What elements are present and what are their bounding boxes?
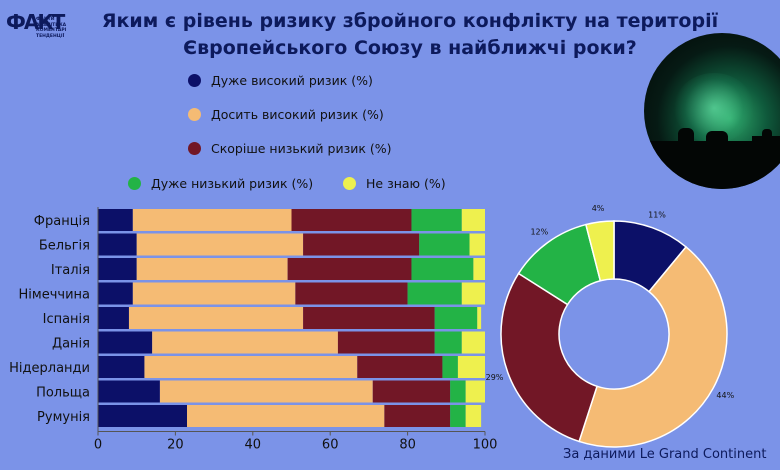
bar-segment [287,258,412,280]
bar-segment [461,209,485,231]
category-label: Франція [34,214,90,229]
bar-segment [407,282,462,305]
chart-title: Яким є рівень ризику збройного конфлікту… [80,8,740,62]
legend-swatch-dont-know [343,177,356,190]
bar-segment [144,356,358,378]
x-tick-label: 40 [245,438,262,453]
donut-label: 29% [486,373,504,382]
bar-segment [457,356,485,378]
category-label: Польща [36,386,90,401]
bar-segment [136,258,288,280]
bar-segment [303,233,420,256]
bar-segment [291,209,412,231]
bar-segment [98,282,133,305]
bar-segment [461,331,485,354]
source-note: За даними Le Grand Continent [563,447,767,462]
donut-label: 4% [592,204,605,213]
legend-swatch-very-low [128,177,141,190]
donut-slice [500,272,598,443]
bar-segment [473,258,485,280]
bar-segment [465,380,485,403]
legend-item-rather-low: Скоріше низький ризик (%) [188,141,392,156]
donut-label: 44% [716,391,734,400]
donut-label: 12% [530,227,548,236]
legend-item-fairly-high: Досить високий ризик (%) [188,107,384,122]
bar-segment [128,307,304,329]
bar-segment [136,233,304,256]
bar-segment [477,307,482,329]
category-label: Іспанія [43,312,90,327]
legend-swatch-fairly-high [188,108,201,121]
bar-segment [98,331,153,354]
legend-label-very-high: Дуже високий ризик (%) [211,73,373,88]
bar-segment [98,307,129,329]
bar-segment [411,209,462,231]
bar-segment [98,380,160,403]
bar-segment [159,380,373,403]
category-label: Румунія [37,410,90,425]
legend-item-very-high: Дуже високий ризик (%) [188,73,373,88]
legend-item-very-low: Дуже низький ризик (%) [128,176,313,191]
bar-segment [98,258,137,280]
bar-segment [303,307,435,329]
bar-segment [442,356,458,378]
bar-segment [372,380,451,403]
legend-item-dont-know: Не знаю (%) [343,176,446,191]
category-label: Німеччина [19,288,90,303]
legend-label-fairly-high: Досить високий ризик (%) [211,107,384,122]
chart-title-line-2: Європейського Союзу в найближчі роки? [183,37,637,59]
legend-label-rather-low: Скоріше низький ризик (%) [211,141,392,156]
category-label: Італія [51,263,90,278]
logo-mark: ФАКТ [6,10,65,34]
x-tick-label: 100 [473,438,498,453]
bar-segment [187,405,385,427]
bar-segment [384,405,451,427]
bar-segment [434,307,478,329]
bar-segment [434,331,462,354]
bar-segment [411,258,474,280]
bar-segment [450,380,466,403]
soldiers-at-night-photo [644,33,780,189]
category-label: Данія [52,337,90,352]
legend-label-dont-know: Не знаю (%) [366,176,446,191]
logo-text: ФАКТИ АНАЛІТИКА КОМЕНТАРІ ТЕНДЕНЦІЇ [36,17,67,39]
category-label: Нідерланди [9,361,90,376]
bar-segment [132,209,292,231]
bar-segment [98,233,137,256]
bar-segment [98,405,188,427]
legend-swatch-very-high [188,74,201,87]
x-tick-label: 0 [94,438,102,453]
bar-segment [98,209,133,231]
chart-title-line-1: Яким є рівень ризику збройного конфлікту… [101,10,719,32]
bar-segment [98,356,145,378]
logo: ФАКТ ФАКТИ АНАЛІТИКА КОМЕНТАРІ ТЕНДЕНЦІЇ [6,10,86,50]
bar-segment [450,405,466,427]
donut-slice [584,220,615,282]
x-tick-label: 60 [322,438,339,453]
legend-swatch-rather-low [188,142,201,155]
bar-segment [357,356,443,378]
bar-segment [469,233,485,256]
donut-slice [578,245,728,448]
category-label: Бельгія [39,239,90,254]
bar-segment [419,233,470,256]
donut-label: 11% [648,211,666,220]
bar-segment [461,282,485,305]
legend-label-very-low: Дуже низький ризик (%) [151,176,314,191]
bar-segment [295,282,408,305]
bar-segment [465,405,482,427]
bar-segment [152,331,338,354]
x-tick-label: 80 [399,438,416,453]
bar-segment [132,282,296,305]
x-tick-label: 20 [167,438,184,453]
bar-segment [337,331,435,354]
